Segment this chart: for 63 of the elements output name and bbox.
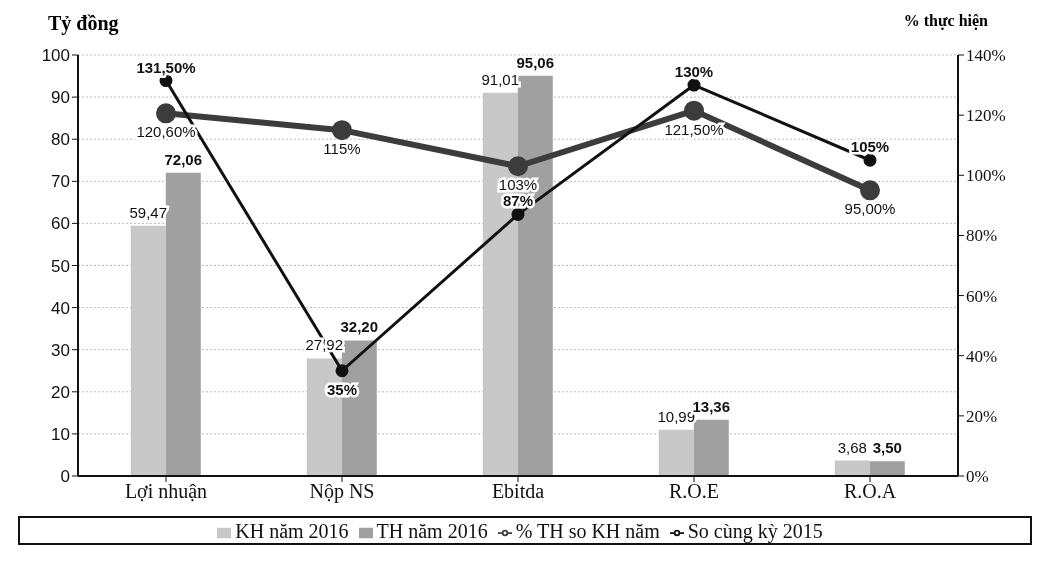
data-label: 3,68 xyxy=(837,438,867,456)
data-label: 120,60% xyxy=(136,123,196,141)
bar xyxy=(834,460,870,476)
data-label: 95,06 xyxy=(516,53,555,71)
y-tick-label: 20 xyxy=(51,382,70,402)
x-tick-label: Lợi nhuận xyxy=(124,480,208,503)
data-label: 13,36 xyxy=(692,397,731,415)
data-label: 35% xyxy=(326,380,358,398)
y2-tick-label: 100% xyxy=(966,166,1006,186)
bar xyxy=(869,461,905,476)
y-tick-label: 60 xyxy=(51,214,70,234)
point xyxy=(508,156,528,177)
data-label: 130% xyxy=(674,63,714,81)
data-label: 59,47 xyxy=(129,203,168,221)
point xyxy=(863,153,877,167)
y-tick-label: 80 xyxy=(51,130,70,150)
point xyxy=(684,100,704,121)
y2-tick-label: 140% xyxy=(966,46,1006,66)
data-label: 32,20 xyxy=(340,318,379,336)
x-tick-label: R.O.E xyxy=(669,480,719,503)
bar xyxy=(165,172,201,476)
y2-tick-label: 80% xyxy=(966,226,998,246)
legend-label: % TH so KH năm xyxy=(515,520,660,542)
y-tick-label: 40 xyxy=(51,298,70,318)
data-label: 3,50 xyxy=(872,439,902,457)
y-tick-label: 70 xyxy=(51,172,70,192)
point xyxy=(687,78,701,92)
bar xyxy=(130,225,166,476)
bar xyxy=(658,429,694,476)
y2-tick-label: 40% xyxy=(966,346,998,366)
y2-axis-title: % thực hiện xyxy=(903,12,988,32)
data-label: 131,50% xyxy=(136,58,196,76)
y2-tick-label: 120% xyxy=(966,106,1006,126)
legend-label: TH năm 2016 xyxy=(376,520,488,542)
point xyxy=(335,364,349,378)
data-label: 95,00% xyxy=(844,200,896,218)
y2-tick-label: 60% xyxy=(966,286,998,306)
data-label: 91,01 xyxy=(481,70,520,88)
data-label: 87% xyxy=(502,192,534,210)
y-tick-label: 100 xyxy=(41,46,70,66)
data-label: 72,06 xyxy=(164,150,203,168)
legend-label: So cùng kỳ 2015 xyxy=(687,520,823,542)
point xyxy=(511,207,525,221)
y-tick-label: 90 xyxy=(51,88,70,108)
y-tick-label: 0 xyxy=(60,467,70,487)
y-tick-label: 30 xyxy=(51,340,70,360)
y-axis-title: Tỷ đồng xyxy=(48,12,119,35)
data-label: 121,50% xyxy=(664,120,724,138)
x-tick-label: Nộp NS xyxy=(309,480,375,504)
x-tick-label: R.O.A xyxy=(843,480,897,503)
point xyxy=(860,180,880,201)
point xyxy=(332,120,352,141)
x-tick-label: Ebitda xyxy=(491,480,545,503)
y-tick-label: 10 xyxy=(51,424,70,444)
data-label: 115% xyxy=(323,140,361,158)
y-tick-label: 50 xyxy=(51,256,70,276)
data-label: 103% xyxy=(498,176,538,194)
y2-tick-label: 20% xyxy=(966,406,998,426)
y2-tick-label: 0% xyxy=(966,467,989,487)
legend-label: KH năm 2016 xyxy=(235,520,349,542)
data-label: 105% xyxy=(850,138,890,156)
bar xyxy=(693,419,729,476)
point xyxy=(156,103,176,124)
